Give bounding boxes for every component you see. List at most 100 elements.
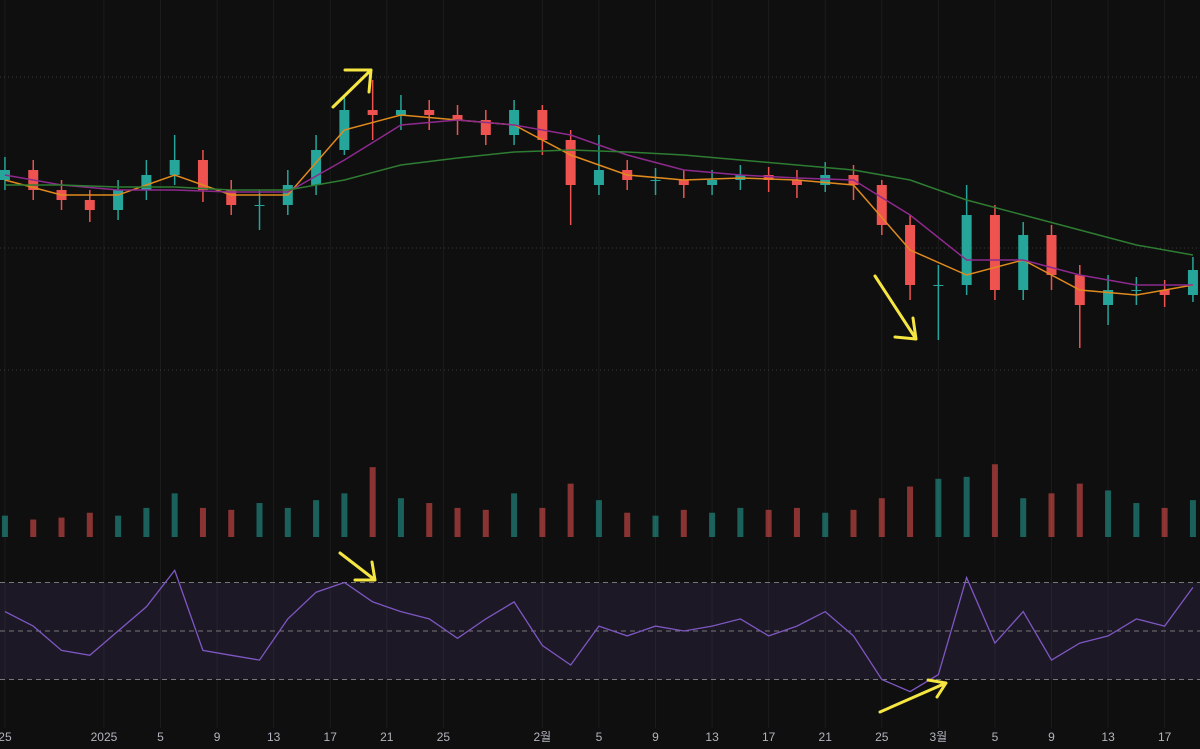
x-tick-label: 5 xyxy=(157,730,164,744)
candle-body xyxy=(395,110,406,115)
x-tick-label: 9 xyxy=(214,730,221,744)
volume-bar xyxy=(369,467,376,537)
x-tick-label: 25 xyxy=(0,730,12,744)
volume-bar xyxy=(737,507,744,537)
x-tick-label: 21 xyxy=(819,730,833,744)
x-tick-label: 9 xyxy=(1048,730,1055,744)
volume-bar xyxy=(595,500,602,537)
volume-bar xyxy=(907,486,914,537)
candle-body xyxy=(650,180,661,181)
x-tick-label: 17 xyxy=(762,730,776,744)
volume-bar xyxy=(86,512,93,537)
candle-body xyxy=(113,190,124,210)
x-tick-label: 5 xyxy=(992,730,999,744)
volume-bar xyxy=(567,483,574,537)
x-tick-label: 21 xyxy=(380,730,394,744)
candle-body xyxy=(565,140,576,185)
candle-body xyxy=(84,200,95,210)
volume-bar xyxy=(284,507,291,537)
volume-bar xyxy=(30,519,37,537)
candle-body xyxy=(707,180,718,185)
volume-bar xyxy=(1133,503,1140,537)
volume-bar xyxy=(171,493,178,537)
moving-average xyxy=(4,119,1193,286)
x-tick-label: 17 xyxy=(324,730,338,744)
candle-body xyxy=(905,225,916,285)
arrow xyxy=(338,551,377,582)
x-tick-label: 25 xyxy=(875,730,889,744)
candle-body xyxy=(1187,270,1198,295)
candle-body xyxy=(593,170,604,185)
volume-bar xyxy=(822,512,829,537)
candle-body xyxy=(763,175,774,180)
volume-bar xyxy=(454,507,461,537)
volume-bar xyxy=(624,512,631,537)
candle-body xyxy=(678,180,689,185)
volume-bar xyxy=(228,509,235,537)
candle-body xyxy=(1103,290,1114,305)
candle-body xyxy=(424,110,435,115)
volume-bar xyxy=(1076,483,1083,537)
moving-average xyxy=(4,114,1194,296)
volume-bar xyxy=(199,507,206,537)
arrow xyxy=(873,274,918,341)
volume-bar xyxy=(256,503,263,537)
x-tick-label: 13 xyxy=(1101,730,1115,744)
volume-bar xyxy=(341,493,348,537)
candle-body xyxy=(961,215,972,285)
x-tick-label: 17 xyxy=(1158,730,1172,744)
candle-body xyxy=(254,205,265,206)
candle-body xyxy=(141,175,152,190)
volume-bar xyxy=(58,517,65,537)
candle-body xyxy=(169,160,180,175)
volume-bar xyxy=(313,500,320,537)
candle-body xyxy=(452,115,463,120)
volume-bar xyxy=(765,509,772,537)
volume-bar xyxy=(539,507,546,537)
volume-bar xyxy=(115,515,122,537)
candle-body xyxy=(311,150,322,185)
x-tick-label: 2025 xyxy=(91,730,118,744)
annotations xyxy=(331,68,948,714)
volume-bar xyxy=(1161,507,1168,537)
candle-body xyxy=(197,160,208,190)
volume-bar xyxy=(1105,490,1112,537)
volume-bar xyxy=(709,512,716,537)
volume-bar xyxy=(1189,500,1196,537)
volume-bar xyxy=(482,509,489,537)
candle-body xyxy=(226,190,237,205)
arrow xyxy=(331,68,373,109)
volume-bar xyxy=(935,478,942,537)
candle-body xyxy=(537,110,548,140)
volume-bar xyxy=(143,507,150,537)
candle-body xyxy=(480,120,491,135)
candle-body xyxy=(1018,235,1029,290)
x-tick-label: 25 xyxy=(437,730,451,744)
candle-body xyxy=(367,110,378,115)
volume-bar xyxy=(793,507,800,537)
candle-body xyxy=(933,285,944,286)
volume-bar xyxy=(680,509,687,537)
volume-bar xyxy=(511,493,518,537)
volume-bar xyxy=(1048,493,1055,537)
x-tick-label: 5 xyxy=(596,730,603,744)
candle-body xyxy=(1131,290,1142,291)
volume-bar xyxy=(652,515,659,537)
moving-average xyxy=(4,149,1194,256)
x-tick-label: 3월 xyxy=(930,730,948,744)
rsi-line xyxy=(4,569,1194,693)
volume-bar xyxy=(1,515,8,537)
volume-bar xyxy=(426,503,433,537)
x-tick-label: 13 xyxy=(705,730,719,744)
volume-bar xyxy=(1020,498,1027,537)
volume-bar xyxy=(850,509,857,537)
volume-bar xyxy=(991,464,998,537)
candle-body xyxy=(791,180,802,185)
candle-body xyxy=(1159,290,1170,295)
x-tick-label: 9 xyxy=(652,730,659,744)
arrow xyxy=(878,678,948,714)
volume-bar xyxy=(878,498,885,537)
